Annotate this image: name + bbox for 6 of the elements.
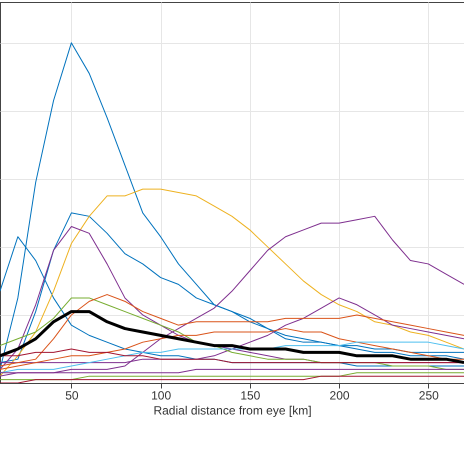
x-tick-label: 150: [240, 388, 261, 402]
x-tick-label: 100: [151, 388, 172, 402]
x-tick-label: 50: [65, 388, 79, 402]
x-tick-label: 200: [330, 388, 350, 402]
x-tick-label: 250: [418, 388, 440, 402]
x-axis-title: Radial distance from eye [km]: [153, 404, 312, 418]
